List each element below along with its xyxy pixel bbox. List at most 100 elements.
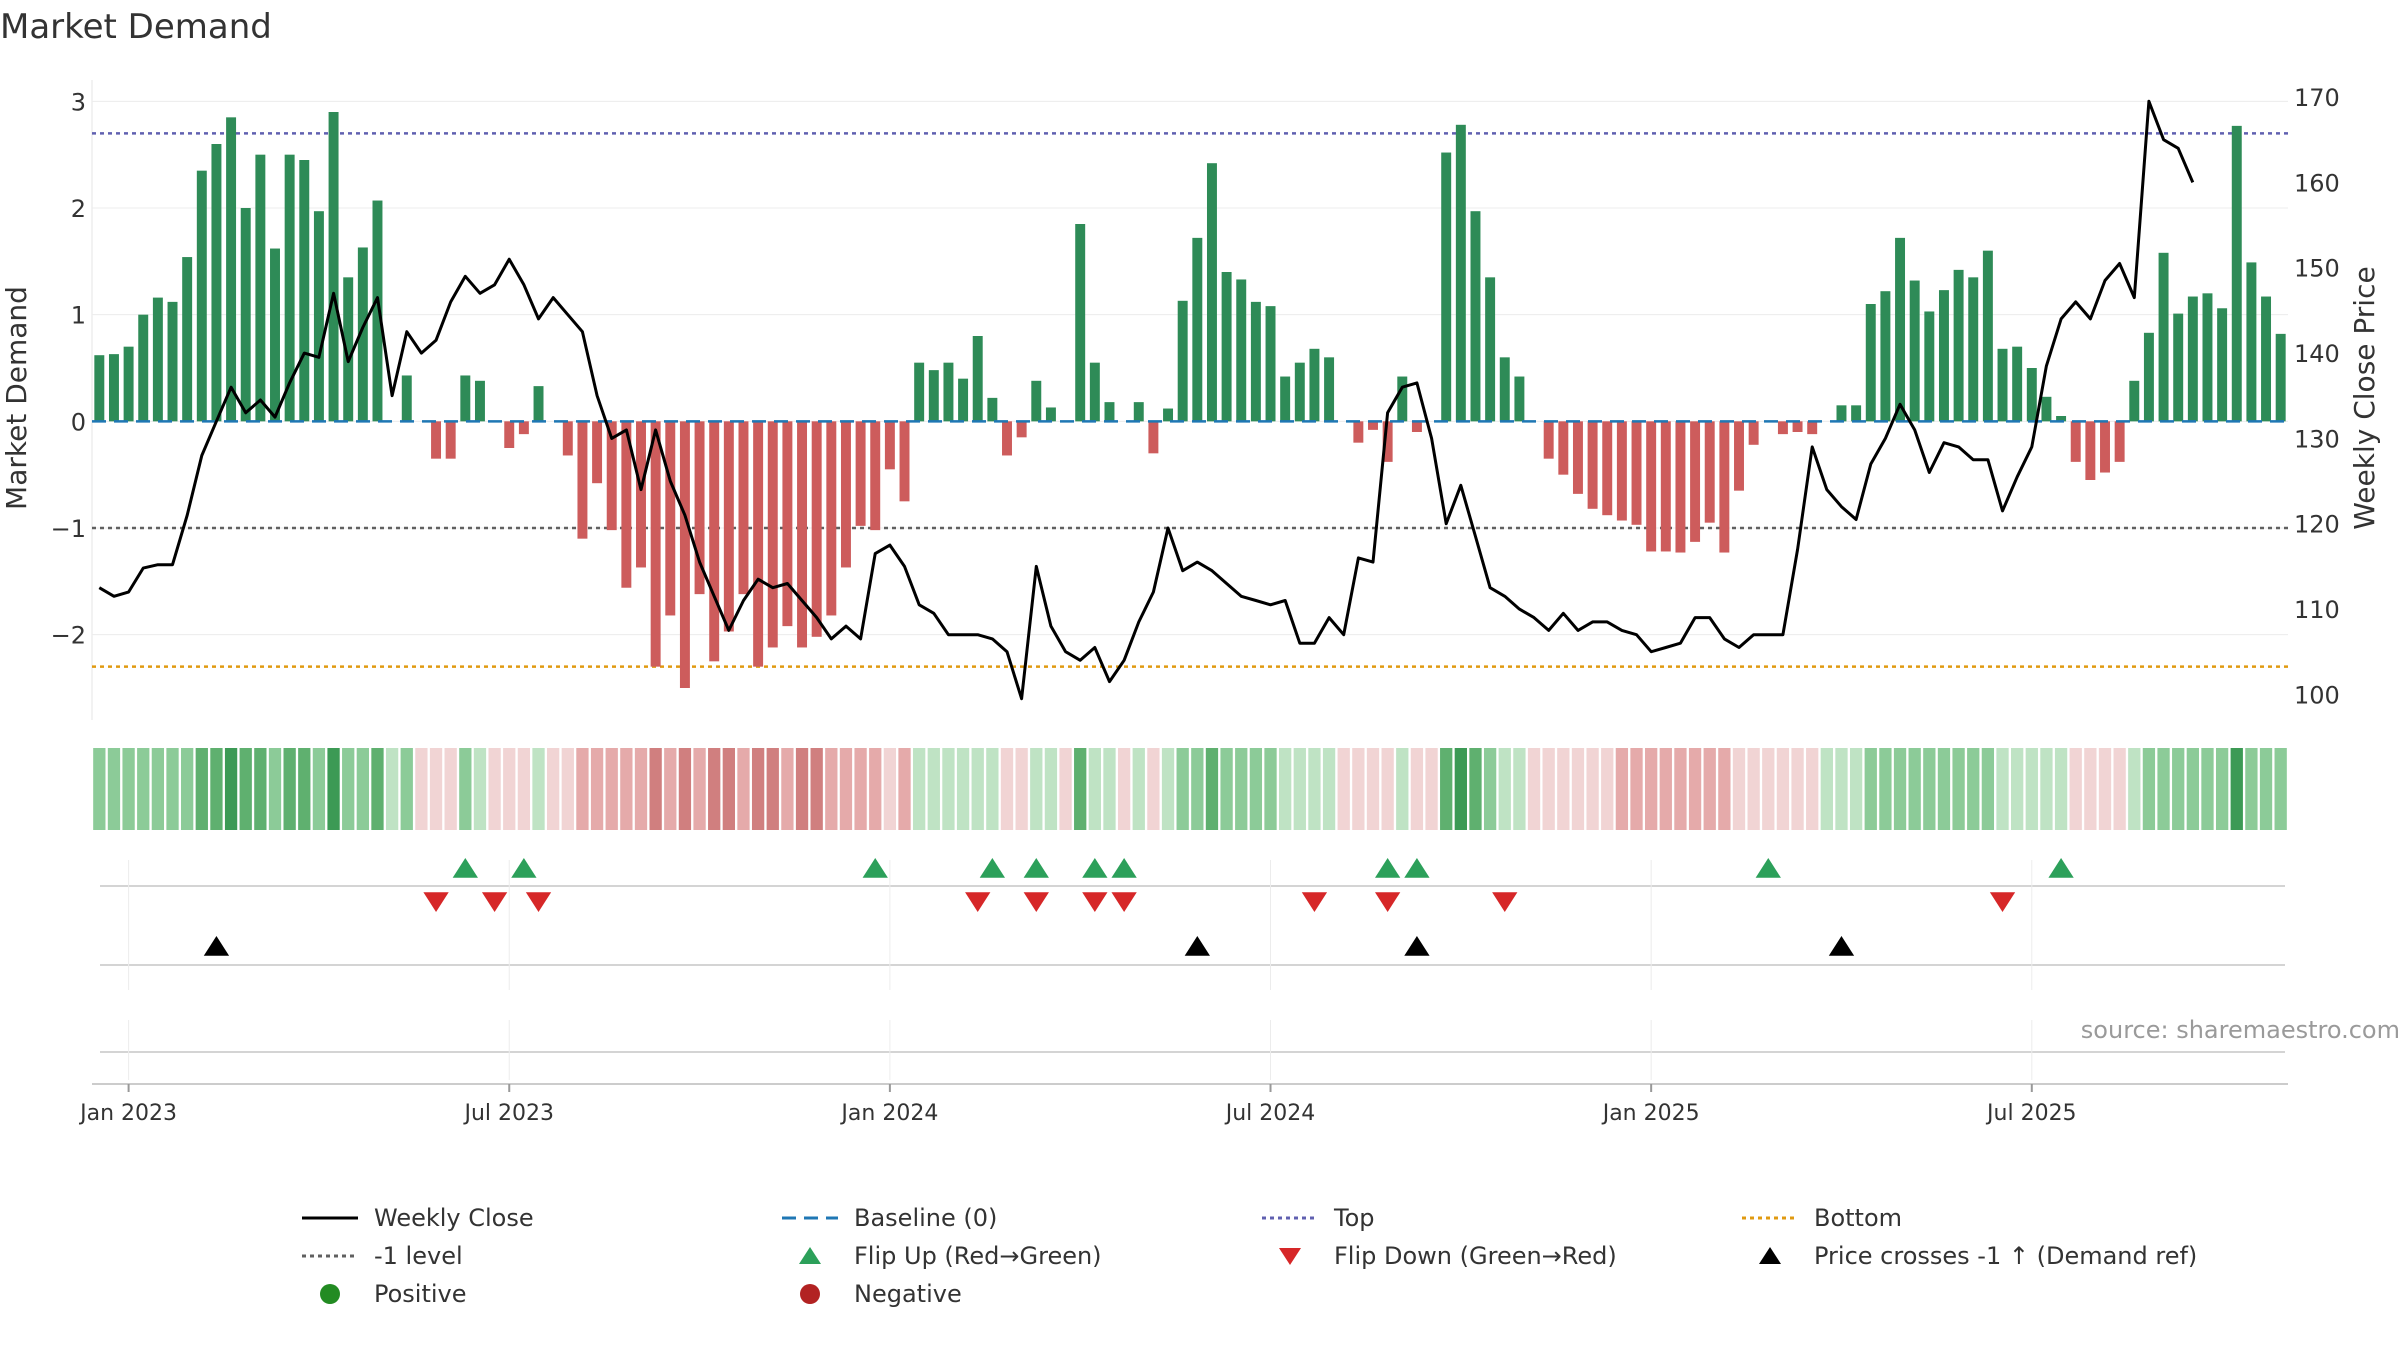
heat-cell	[2040, 748, 2053, 830]
demand-bar	[606, 421, 617, 531]
demand-bar	[533, 386, 544, 422]
heat-cell	[1454, 748, 1467, 830]
heat-cell	[488, 748, 501, 830]
heat-cell	[1732, 748, 1746, 830]
demand-bar	[1865, 304, 1876, 422]
heat-cell	[590, 748, 604, 830]
heat-cell	[1308, 748, 1321, 830]
demand-bar	[357, 247, 368, 422]
demand-bar	[1646, 421, 1657, 552]
heat-cell	[1483, 748, 1497, 830]
heat-cell	[1410, 748, 1424, 830]
heat-cell	[166, 748, 179, 830]
flip-down-marker	[1989, 892, 2016, 912]
heat-cell	[1103, 748, 1116, 830]
heat-cell	[1132, 748, 1145, 830]
x-tick-label: Jul 2023	[462, 1101, 554, 1126]
heat-cell	[1030, 748, 1043, 830]
heat-cell	[1996, 748, 2009, 830]
heat-cell	[927, 748, 940, 830]
demand-bar	[2158, 252, 2169, 422]
heat-cell	[1645, 748, 1658, 830]
heat-cell	[620, 748, 633, 830]
heat-cell	[883, 748, 897, 830]
heat-cell	[298, 748, 311, 830]
flip-up-marker	[1111, 858, 1137, 878]
demand-bar	[2114, 421, 2125, 462]
heat-cell	[810, 748, 823, 830]
demand-bar	[1499, 357, 1510, 422]
heat-cell	[1849, 748, 1863, 830]
y2-tick-label: 110	[2294, 596, 2340, 624]
flip-up-marker	[1023, 858, 1049, 878]
legend-swatch	[780, 1282, 840, 1306]
heat-cell	[1366, 748, 1380, 830]
demand-bar	[1250, 301, 1261, 422]
demand-bar	[1997, 348, 2008, 422]
heat-cell	[825, 748, 838, 830]
demand-bar	[811, 421, 822, 637]
x-tick-label: Jan 2024	[839, 1101, 938, 1126]
heat-cell	[1908, 748, 1921, 830]
flip-up-marker	[2048, 858, 2074, 878]
swatch-triangle	[1279, 1248, 1301, 1265]
heat-cell	[503, 748, 516, 830]
event-markers	[100, 858, 2285, 1080]
demand-bar	[1909, 280, 1920, 422]
heat-cell	[605, 748, 618, 830]
heat-cell	[254, 748, 267, 830]
heat-cell	[913, 748, 926, 830]
y2-ticks: 170 160 150 140 130 120 110 100	[2294, 84, 2340, 709]
demand-bar	[2246, 262, 2257, 422]
price-cross-marker	[1404, 936, 1430, 956]
heat-cell	[1425, 748, 1438, 830]
demand-bar	[196, 170, 207, 422]
swatch-triangle	[1759, 1247, 1781, 1264]
heat-cell	[2259, 748, 2273, 830]
heat-cell	[195, 748, 208, 830]
demand-bar	[1441, 152, 1452, 422]
heat-cell	[1586, 748, 1599, 830]
y-tick-label: 1	[71, 302, 86, 330]
demand-bar	[1045, 407, 1056, 422]
demand-bar	[1309, 348, 1320, 422]
heat-cell	[1147, 748, 1160, 830]
heat-cell	[2172, 748, 2185, 830]
legend-item-bottom: Bottom	[1740, 1200, 1902, 1236]
heat-cell	[429, 748, 443, 830]
heat-cell	[2215, 748, 2229, 830]
heat-cell	[1527, 748, 1541, 830]
y2-tick-label: 150	[2294, 255, 2340, 283]
legend-swatch	[780, 1206, 840, 1230]
heat-cell	[1396, 748, 1409, 830]
heat-cell	[693, 748, 706, 830]
heat-cell	[2157, 748, 2170, 830]
demand-bar	[1485, 277, 1496, 422]
heat-cell	[224, 748, 238, 830]
demand-bar	[738, 421, 749, 595]
legend-label: Weekly Close	[374, 1204, 534, 1232]
demand-bar	[1924, 311, 1935, 422]
heat-cell	[1279, 748, 1292, 830]
y-tick-label: −1	[51, 515, 86, 543]
demand-bar	[2041, 396, 2052, 422]
heat-cell	[2011, 748, 2024, 830]
demand-bar	[899, 421, 910, 502]
demand-bar	[211, 144, 222, 422]
y-axis-label: Market Demand	[0, 286, 33, 510]
y-tick-label: 2	[71, 195, 86, 223]
flip-up-marker	[452, 858, 478, 878]
legend-item-level: -1 level	[300, 1238, 463, 1274]
legend-label: Negative	[854, 1280, 962, 1308]
demand-bar	[1851, 405, 1862, 422]
demand-bar	[1177, 300, 1188, 422]
demand-bar	[1807, 421, 1818, 435]
flip-up-marker	[1082, 858, 1108, 878]
heat-cell	[2054, 748, 2068, 830]
heat-cell	[2201, 748, 2214, 830]
x-ticks: Jan 2023 Jul 2023 Jan 2024 Jul 2024 Jan 2025…	[78, 1083, 2288, 1126]
demand-bar	[1089, 362, 1100, 422]
demand-bar	[94, 355, 105, 422]
heat-cell	[1000, 748, 1014, 830]
heat-cell	[649, 748, 662, 830]
